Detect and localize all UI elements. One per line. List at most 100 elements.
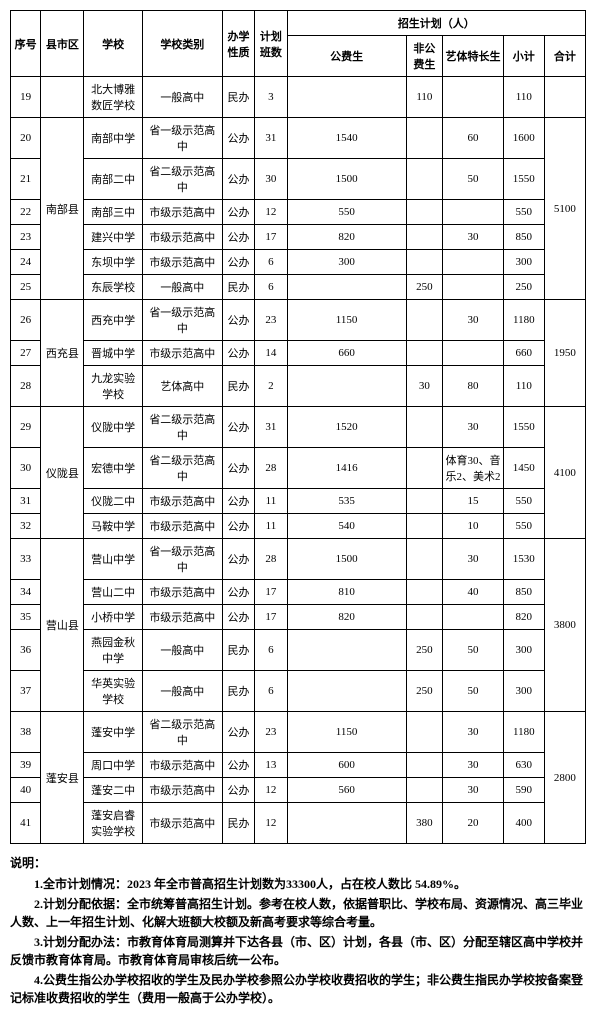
cell: 30 [443,753,504,778]
cell: 公办 [222,489,254,514]
notes-section: 说明： 1.全市计划情况：2023 年全市普高招生计划数为33300人，占在校人… [10,854,586,1007]
cell: 市级示范高中 [142,803,222,844]
cell: 一般高中 [142,77,222,118]
cell: 660 [503,341,544,366]
cell: 公办 [222,448,254,489]
cell: 西充县 [41,300,84,407]
cell: 1416 [287,448,406,489]
enrollment-plan-table: 序号 县市区 学校 学校类别 办学性质 计划班数 招生计划（人） 公费生 非公费… [10,10,586,844]
cell: 15 [443,489,504,514]
cell: 31 [11,489,41,514]
cell: 北大博雅数匠学校 [84,77,142,118]
table-row: 41蓬安启睿实验学校市级示范高中民办1238020400 [11,803,586,844]
cell: 4100 [544,407,585,539]
cell: 南部中学 [84,118,142,159]
cell: 燕园金秋中学 [84,630,142,671]
cell [443,200,504,225]
note-2: 2.计划分配依据：全市统筹普高招生计划。参考在校人数，依据普职比、学校布局、资源… [10,895,586,931]
cell: 32 [11,514,41,539]
cell: 550 [287,200,406,225]
cell: 省二级示范高中 [142,448,222,489]
cell [544,77,585,118]
table-row: 32马鞍中学市级示范高中公办1154010550 [11,514,586,539]
cell: 17 [255,605,287,630]
cell: 省二级示范高中 [142,159,222,200]
cell: 东坝中学 [84,250,142,275]
table-row: 36燕园金秋中学一般高中民办625050300 [11,630,586,671]
cell: 周口中学 [84,753,142,778]
th-school: 学校 [84,11,142,77]
table-row: 38蓬安县蓬安中学省二级示范高中公办2311503011802800 [11,712,586,753]
cell: 公办 [222,341,254,366]
cell: 3800 [544,539,585,712]
cell: 10 [443,514,504,539]
cell: 6 [255,275,287,300]
cell: 华英实验学校 [84,671,142,712]
cell: 12 [255,200,287,225]
cell: 810 [287,580,406,605]
cell: 31 [255,118,287,159]
cell: 550 [503,200,544,225]
cell: 24 [11,250,41,275]
cell: 590 [503,778,544,803]
th-nonpub: 非公费生 [406,36,443,77]
cell: 31 [255,407,287,448]
cell: 公办 [222,200,254,225]
cell: 1150 [287,300,406,341]
cell: 17 [255,580,287,605]
cell: 30 [255,159,287,200]
table-row: 27晋城中学市级示范高中公办14660660 [11,341,586,366]
table-row: 34营山二中市级示范高中公办1781040850 [11,580,586,605]
cell: 市级示范高中 [142,200,222,225]
cell [406,778,443,803]
cell: 6 [255,250,287,275]
cell: 公办 [222,159,254,200]
table-row: 24东坝中学市级示范高中公办6300300 [11,250,586,275]
cell [443,341,504,366]
cell: 公办 [222,407,254,448]
cell: 体育30、音乐2、美术2 [443,448,504,489]
cell: 6 [255,671,287,712]
table-body: 19北大博雅数匠学校一般高中民办311011020南部县南部中学省一级示范高中公… [11,77,586,844]
cell: 550 [503,489,544,514]
cell: 公办 [222,712,254,753]
cell [287,366,406,407]
cell: 2 [255,366,287,407]
cell: 23 [255,300,287,341]
cell [406,539,443,580]
cell: 50 [443,159,504,200]
cell: 公办 [222,539,254,580]
cell: 南部县 [41,118,84,300]
cell: 省一级示范高中 [142,539,222,580]
cell: 市级示范高中 [142,580,222,605]
cell: 蓬安启睿实验学校 [84,803,142,844]
cell: 14 [255,341,287,366]
cell: 40 [443,580,504,605]
cell: 250 [406,630,443,671]
cell: 30 [443,539,504,580]
cell: 民办 [222,77,254,118]
cell: 30 [443,225,504,250]
cell: 28 [255,448,287,489]
cell: 南部二中 [84,159,142,200]
cell [406,580,443,605]
cell [406,250,443,275]
cell: 380 [406,803,443,844]
cell [406,341,443,366]
notes-title: 说明： [10,854,586,871]
cell: 30 [443,712,504,753]
cell: 630 [503,753,544,778]
cell: 一般高中 [142,671,222,712]
cell: 公办 [222,778,254,803]
cell: 西充中学 [84,300,142,341]
cell: 300 [503,671,544,712]
cell: 1180 [503,712,544,753]
th-classes: 计划班数 [255,11,287,77]
cell: 仪陇中学 [84,407,142,448]
th-public: 公费生 [287,36,406,77]
table-row: 40蓬安二中市级示范高中公办1256030590 [11,778,586,803]
cell: 1500 [287,159,406,200]
cell: 艺体高中 [142,366,222,407]
th-type: 学校类别 [142,11,222,77]
cell: 25 [11,275,41,300]
